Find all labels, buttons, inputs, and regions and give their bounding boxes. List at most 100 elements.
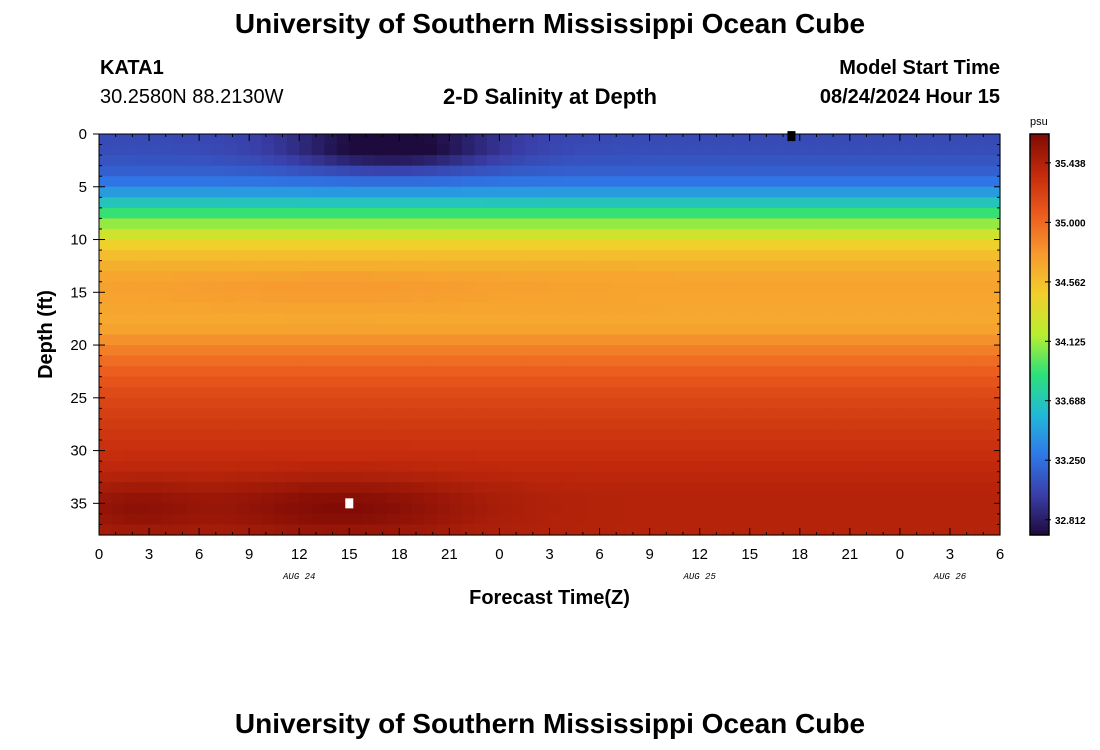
heatmap-cell <box>849 366 863 378</box>
heatmap-cell <box>724 239 738 251</box>
heatmap-cell <box>862 197 876 209</box>
heatmap-cell <box>536 313 551 325</box>
heatmap-cell <box>699 176 713 188</box>
heatmap-cell <box>424 218 438 230</box>
heatmap-cell <box>824 271 838 283</box>
heatmap-cell <box>486 482 501 494</box>
heatmap-cell <box>111 408 125 420</box>
heatmap-cell <box>124 387 138 399</box>
heatmap-cell <box>224 207 238 220</box>
heatmap-cell <box>536 376 551 388</box>
heatmap-cell <box>724 397 738 409</box>
heatmap-cell <box>899 144 913 156</box>
heatmap-cell <box>774 440 788 452</box>
heatmap-cell <box>449 461 463 473</box>
heatmap-cell <box>612 429 626 441</box>
heatmap-cell <box>837 397 851 409</box>
heatmap-cell <box>724 323 738 336</box>
heatmap-cell <box>637 334 651 346</box>
heatmap-cell <box>399 313 413 325</box>
heatmap-cell <box>511 134 526 146</box>
heatmap-cell <box>511 418 526 431</box>
heatmap-cell <box>737 355 751 367</box>
heatmap-cell <box>186 503 200 515</box>
heatmap-cell <box>374 366 388 378</box>
heatmap-cell <box>887 250 901 262</box>
heatmap-cell <box>799 302 813 314</box>
heatmap-cell <box>136 355 150 367</box>
heatmap-cell <box>812 482 826 494</box>
heatmap-cell <box>962 376 976 388</box>
heatmap-cell <box>562 134 576 146</box>
heatmap-cell <box>887 281 901 293</box>
heatmap-cell <box>111 418 125 431</box>
heatmap-cell <box>987 176 1001 188</box>
heatmap-cell <box>274 429 288 441</box>
heatmap-cell <box>124 376 138 388</box>
heatmap-cell <box>837 482 851 494</box>
heatmap-cell <box>912 440 926 452</box>
heatmap-cell <box>762 408 776 420</box>
heatmap-cell <box>762 302 776 314</box>
heatmap-cell <box>211 366 225 378</box>
heatmap-cell <box>599 155 613 167</box>
heatmap-cell <box>424 313 438 325</box>
heatmap-cell <box>286 134 300 146</box>
heatmap-cell <box>349 323 363 336</box>
heatmap-cell <box>924 513 939 526</box>
heatmap-cell <box>587 334 601 346</box>
colorbar-tick-label: 33.688 <box>1055 397 1086 408</box>
heatmap-cell <box>261 513 275 526</box>
heatmap-cell <box>474 186 488 198</box>
heatmap-cell <box>624 345 638 357</box>
heatmap-cell <box>211 482 225 494</box>
heatmap-cell <box>599 144 613 156</box>
heatmap-cell <box>624 323 638 336</box>
heatmap-cell <box>699 134 713 146</box>
heatmap-cell <box>649 155 663 167</box>
heatmap-cell <box>899 355 913 367</box>
heatmap-cell <box>436 440 450 452</box>
heatmap-cell <box>524 207 538 220</box>
heatmap-cell <box>136 376 150 388</box>
heatmap-cell <box>424 165 438 177</box>
heatmap-cell <box>799 461 813 473</box>
heatmap-cell <box>211 461 225 473</box>
heatmap-cell <box>174 503 188 515</box>
heatmap-cell <box>474 323 488 336</box>
heatmap-cell <box>349 165 363 177</box>
heatmap-cell <box>849 450 863 462</box>
station-id: KATA1 <box>100 57 164 79</box>
heatmap-cell <box>787 228 801 241</box>
heatmap-cell <box>899 429 913 441</box>
heatmap-cell <box>499 366 513 378</box>
heatmap-cell <box>236 155 250 167</box>
heatmap-cell <box>612 397 626 409</box>
heatmap-cell <box>124 218 138 230</box>
heatmap-cell <box>812 440 826 452</box>
heatmap-cell <box>174 492 188 504</box>
heatmap-cell <box>662 186 676 198</box>
heatmap-cell <box>724 176 738 188</box>
heatmap-cell <box>249 461 263 473</box>
heatmap-cell <box>612 302 626 314</box>
heatmap-cell <box>536 197 551 209</box>
heatmap-cell <box>499 503 513 515</box>
heatmap-cell <box>924 355 939 367</box>
heatmap-cell <box>962 228 976 241</box>
heatmap-cell <box>987 239 1001 251</box>
heatmap-cell <box>599 503 613 515</box>
heatmap-cell <box>912 387 926 399</box>
heatmap-cell <box>136 250 150 262</box>
heatmap-cell <box>687 334 701 346</box>
heatmap-cell <box>224 239 238 251</box>
heatmap-cell <box>962 313 976 325</box>
heatmap-cell <box>924 155 939 167</box>
heatmap-cell <box>136 524 150 536</box>
heatmap-cell <box>599 408 613 420</box>
heatmap-cell <box>274 503 288 515</box>
heatmap-cell <box>812 144 826 156</box>
heatmap-cell <box>674 471 688 483</box>
heatmap-cell <box>799 281 813 293</box>
heatmap-cell <box>887 355 901 367</box>
